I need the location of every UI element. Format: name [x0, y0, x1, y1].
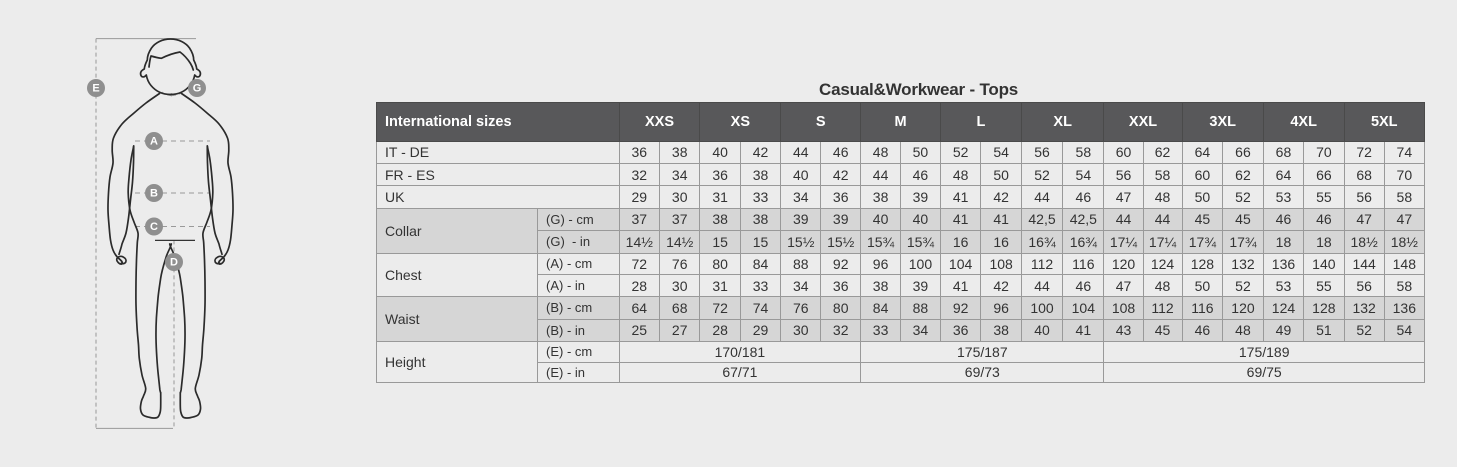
svg-text:D: D	[170, 257, 178, 269]
svg-text:A: A	[150, 136, 158, 148]
svg-text:G: G	[193, 83, 202, 95]
svg-text:C: C	[150, 221, 158, 233]
svg-text:B: B	[150, 188, 158, 200]
svg-text:E: E	[92, 83, 99, 95]
